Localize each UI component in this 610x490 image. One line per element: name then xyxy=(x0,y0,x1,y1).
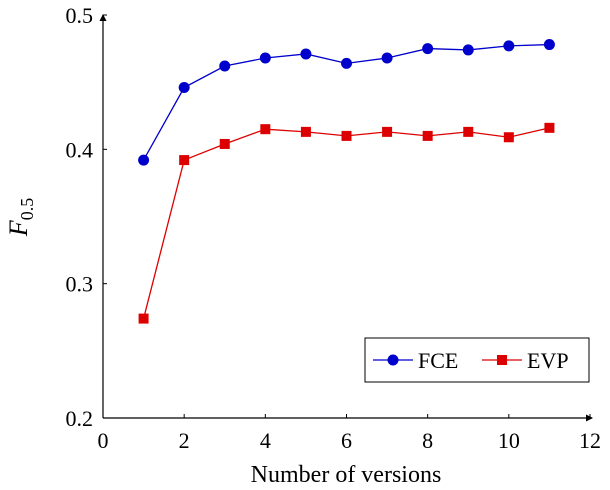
axes xyxy=(99,14,593,422)
evp-point xyxy=(260,124,271,135)
y-axis-label: F0.5 xyxy=(4,198,37,237)
fce-point xyxy=(381,52,393,64)
evp-series-line xyxy=(142,127,550,319)
legend-evp-marker xyxy=(497,355,507,365)
evp-point xyxy=(544,122,555,133)
y-tick-label: 0.4 xyxy=(66,137,94,162)
fce-point xyxy=(219,60,231,72)
evp-point xyxy=(219,138,230,149)
evp-point xyxy=(138,313,149,324)
x-tick-label: 8 xyxy=(422,428,433,453)
fce-point xyxy=(300,48,312,60)
x-tick-label: 2 xyxy=(179,428,190,453)
fce-point xyxy=(543,39,555,51)
evp-point xyxy=(463,126,474,137)
x-tick-label: 6 xyxy=(341,428,352,453)
evp-point xyxy=(341,130,352,141)
legend-evp-label: EVP xyxy=(527,348,569,373)
x-tick-label: 4 xyxy=(260,428,271,453)
evp-point xyxy=(503,132,514,143)
x-axis-label: Number of versions xyxy=(251,462,442,488)
y-axis-label-subscript: 0.5 xyxy=(17,198,37,221)
fce-point xyxy=(138,154,150,166)
y-tick-label: 0.3 xyxy=(66,272,94,297)
legend-fce-label: FCE xyxy=(418,348,458,373)
legend: FCE EVP xyxy=(364,337,590,383)
x-tick-label: 12 xyxy=(579,428,601,453)
plot-area xyxy=(138,39,555,324)
evp-point xyxy=(382,126,393,137)
x-tick-label: 10 xyxy=(498,428,520,453)
svg-text:F0.5: F0.5 xyxy=(4,198,37,237)
fce-point xyxy=(503,40,515,52)
fce-point xyxy=(259,52,271,64)
evp-point xyxy=(179,155,190,166)
fce-point xyxy=(422,43,434,55)
y-axis-arrow-icon xyxy=(99,14,107,21)
evp-point xyxy=(422,130,433,141)
y-tick-label: 0.2 xyxy=(66,406,94,431)
y-axis-label-main: F xyxy=(4,219,33,237)
fce-point xyxy=(462,44,474,56)
x-tick-label: 0 xyxy=(98,428,109,453)
evp-point xyxy=(300,126,311,137)
fce-point xyxy=(178,82,190,94)
legend-fce-marker xyxy=(387,354,399,366)
y-tick-label: 0.5 xyxy=(66,3,94,28)
tick-labels: 0 2 4 6 8 10 12 0.2 0.3 0.4 0.5 xyxy=(66,3,602,453)
fce-point xyxy=(341,57,352,69)
